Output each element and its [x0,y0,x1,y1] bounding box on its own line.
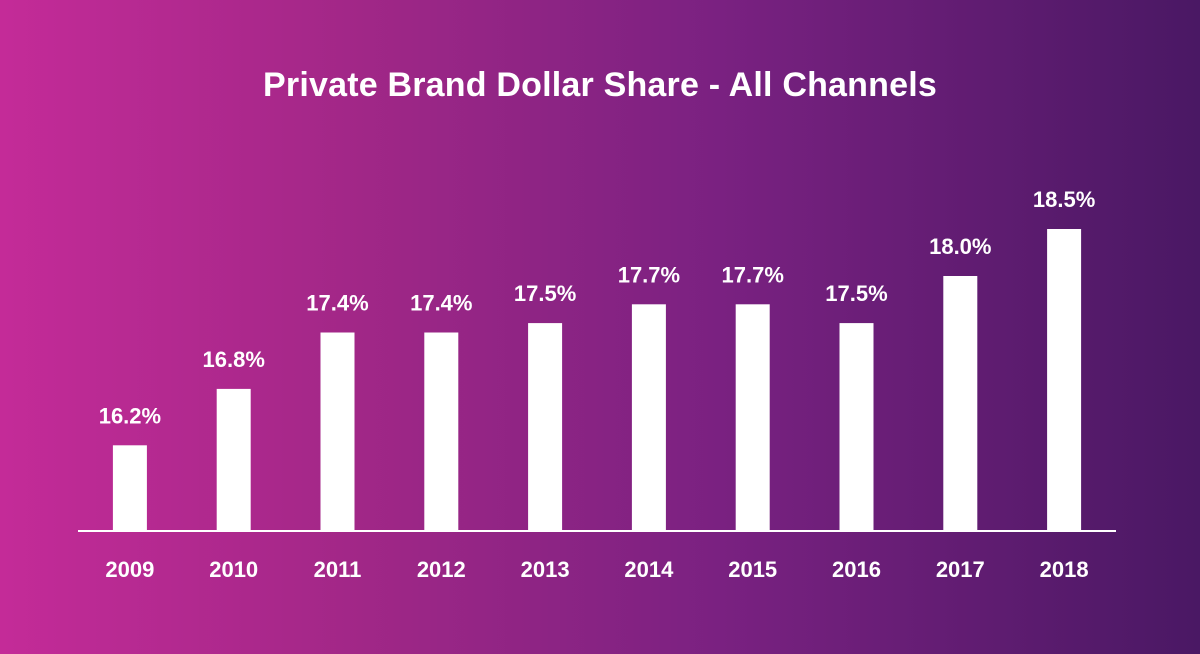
x-tick-label-2009: 2009 [105,557,154,582]
data-label-2016: 17.5% [825,281,887,306]
data-label-2014: 17.7% [618,262,680,287]
data-label-2009: 16.2% [99,403,161,428]
data-label-2012: 17.4% [410,291,472,316]
bar-2015 [735,304,770,530]
bar-2012 [424,332,459,530]
bar-2017 [943,276,978,530]
data-label-2010: 16.8% [203,347,265,372]
bar-2016 [839,323,874,530]
data-label-2015: 17.7% [722,262,784,287]
x-tick-label-2011: 2011 [314,557,362,582]
data-label-2017: 18.0% [929,234,991,259]
bar-2018 [1047,229,1082,530]
x-tick-label-2018: 2018 [1040,557,1089,582]
x-tick-label-2012: 2012 [417,557,466,582]
bar-2009 [112,445,147,530]
bar-2011 [320,332,355,530]
chart-title: Private Brand Dollar Share - All Channel… [263,66,937,104]
bars-layer [112,229,1082,530]
x-tick-label-2010: 2010 [209,557,258,582]
x-tick-label-2015: 2015 [728,557,777,582]
data-label-2011: 17.4% [306,291,368,316]
x-tick-label-2017: 2017 [936,557,985,582]
bar-2013 [528,323,563,530]
x-tick-label-2013: 2013 [521,557,570,582]
data-label-2013: 17.5% [514,281,576,306]
x-tick-label-2014: 2014 [624,557,674,582]
bar-2014 [631,304,666,530]
value-labels-layer: 16.2% 16.8% 17.4% 17.4% 17.5% 17.7% 17.7% 17.5%… [99,187,1096,428]
bar-2010 [216,388,251,530]
x-tick-label-2016: 2016 [832,557,881,582]
data-label-2018: 18.5% [1033,187,1095,212]
category-labels-layer: 2009 2010 2011 2012 2013 2014 2015 2016 2017 2018 [105,557,1088,582]
